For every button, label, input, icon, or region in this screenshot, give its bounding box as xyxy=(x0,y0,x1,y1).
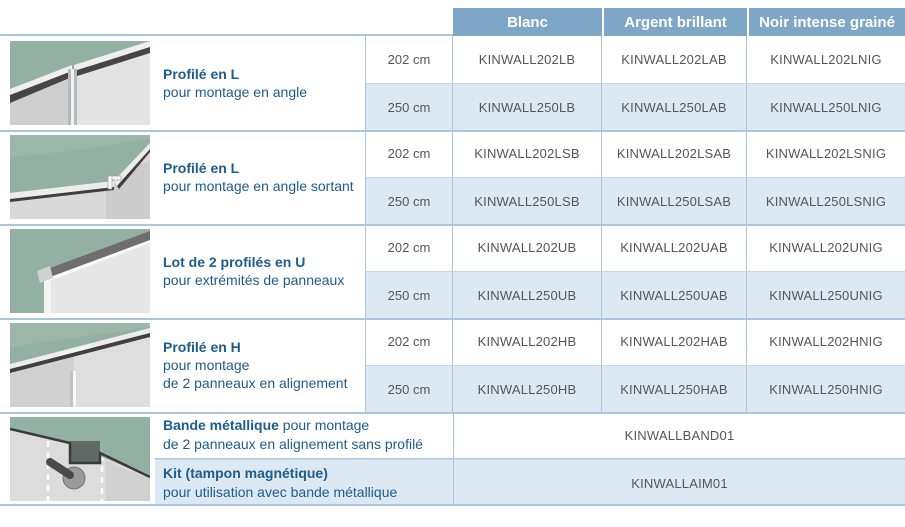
product-code: KINWALL202LSAB xyxy=(602,130,747,177)
profile-l-inside-corner-photo xyxy=(0,36,155,130)
product-code: KINWALL250LAB xyxy=(602,83,747,130)
product-title: Profilé en L xyxy=(163,159,240,176)
column-header-argent-brillant: Argent brillant xyxy=(602,8,747,36)
product-subtitle-2: de 2 panneaux en alignement xyxy=(163,375,348,392)
accessory-line1: Bande métallique pour montage xyxy=(163,416,369,435)
product-description: Profilé en L pour montage en angle sorta… xyxy=(155,130,365,224)
size-cell: 250 cm xyxy=(365,83,453,130)
product-code: KINWALL250LSNIG xyxy=(747,177,905,224)
product-code: KINWALL250HAB xyxy=(602,365,747,412)
header-left-underline xyxy=(0,8,453,36)
size-cell: 202 cm xyxy=(365,318,453,365)
size-cell: 250 cm xyxy=(365,365,453,412)
size-cell: 202 cm xyxy=(365,130,453,177)
group-separator xyxy=(0,318,905,320)
product-subtitle: pour montage en angle sortant xyxy=(163,178,354,194)
product-code: KINWALL250UAB xyxy=(602,271,747,318)
product-code: KINWALLBAND01 xyxy=(453,412,905,459)
product-subtitle: pour montage en angle xyxy=(163,84,307,100)
product-code: KINWALL250UB xyxy=(453,271,602,318)
product-code: KINWALL250LSAB xyxy=(602,177,747,224)
product-code: KINWALL202LAB xyxy=(602,36,747,83)
product-code: KINWALL250LNIG xyxy=(747,83,905,130)
column-header-noir-intense-graine: Noir intense grainé xyxy=(747,8,905,36)
accessory-line1: Kit (tampon magnétique) xyxy=(163,464,328,483)
product-table: Blanc Argent brillant Noir intense grain… xyxy=(0,8,905,506)
product-code: KINWALL202LB xyxy=(453,36,602,83)
accessory-title-rest: pour montage xyxy=(278,417,370,434)
product-code: KINWALL202UB xyxy=(453,224,602,271)
accessory-description-kit: Kit (tampon magnétique) pour utilisation… xyxy=(155,459,453,506)
group-separator xyxy=(0,412,905,414)
product-code: KINWALL250UNIG xyxy=(747,271,905,318)
accessory-title: Bande métallique xyxy=(163,417,279,434)
product-code: KINWALL250LB xyxy=(453,83,602,130)
group-separator xyxy=(0,130,905,132)
product-subtitle: pour montage xyxy=(163,356,250,373)
product-code: KINWALL202HAB xyxy=(602,318,747,365)
product-code: KINWALL250LSB xyxy=(453,177,602,224)
product-code: KINWALL202LSNIG xyxy=(765,146,887,161)
accessory-line2: pour utilisation avec bande métallique xyxy=(163,484,398,500)
product-code: KINWALLAIM01 xyxy=(453,459,905,506)
product-code: KINWALL202HB xyxy=(453,318,602,365)
profile-u-panel-edge-photo xyxy=(0,224,155,318)
size-cell: 250 cm xyxy=(365,177,453,224)
column-header-blanc: Blanc xyxy=(453,8,602,36)
product-code: KINWALL202UNIG xyxy=(769,240,883,255)
accessory-line2: de 2 panneaux en alignement sans profilé xyxy=(163,436,423,452)
table-bottom-border xyxy=(0,504,905,506)
profile-l-outside-corner-photo xyxy=(0,130,155,224)
product-code: KINWALL250HB xyxy=(453,365,602,412)
product-description: Profilé en L pour montage en angle xyxy=(155,36,365,130)
product-code: KINWALL202LSB xyxy=(453,130,602,177)
product-title: Profilé en L xyxy=(163,65,240,82)
group-separator xyxy=(0,224,905,226)
product-title: Lot de 2 profilés en U xyxy=(163,253,306,270)
profile-h-alignment-photo xyxy=(0,318,155,412)
product-description: Profilé en H pour montage de 2 panneaux … xyxy=(155,318,365,412)
product-description: Lot de 2 profilés en U pour extrémités d… xyxy=(155,224,365,318)
accessory-description-bande: Bande métallique pour montage de 2 panne… xyxy=(155,412,453,459)
product-code: KINWALL202HNIG xyxy=(769,334,883,349)
product-code: KINWALL250HNIG xyxy=(747,365,905,412)
product-code: KINWALL202LNIG xyxy=(770,52,882,67)
product-code: KINWALL202UAB xyxy=(602,224,747,271)
product-subtitle: pour extrémités de panneaux xyxy=(163,272,345,288)
size-cell: 250 cm xyxy=(365,271,453,318)
accessory-title: Kit (tampon magnétique) xyxy=(163,465,328,482)
size-cell: 202 cm xyxy=(365,224,453,271)
product-title: Profilé en H xyxy=(163,338,241,355)
size-cell: 202 cm xyxy=(365,36,453,83)
metal-band-magnetic-kit-photo xyxy=(0,412,155,506)
